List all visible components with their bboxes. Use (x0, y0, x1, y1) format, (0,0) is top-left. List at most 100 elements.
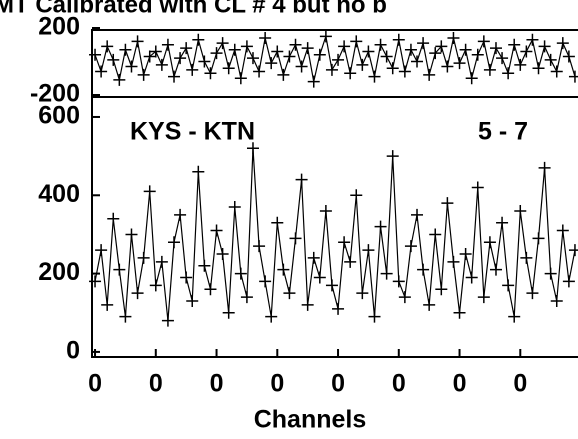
point-marker (137, 68, 150, 81)
point-marker (496, 216, 509, 229)
point-marker (435, 283, 448, 296)
point-marker (271, 45, 284, 58)
point-marker (465, 72, 478, 85)
point-marker (168, 70, 181, 83)
point-marker (271, 216, 284, 229)
point-marker (417, 263, 430, 276)
point-marker (277, 68, 290, 81)
point-marker (155, 58, 168, 71)
point-marker (313, 48, 326, 61)
annotation: 5 - 7 (478, 118, 528, 146)
point-marker (113, 73, 126, 86)
point-marker (447, 32, 460, 45)
point-marker (259, 275, 272, 288)
point-marker (374, 220, 387, 233)
point-marker (453, 306, 466, 319)
point-marker (253, 240, 266, 253)
point-marker (441, 197, 454, 210)
point-marker (374, 38, 387, 51)
point-marker (180, 271, 193, 284)
point-marker (429, 47, 442, 60)
point-marker (429, 228, 442, 241)
point-marker (332, 302, 345, 315)
point-marker (125, 228, 138, 241)
y-tick-label: 400 (38, 180, 80, 208)
x-axis-label: Channels (254, 406, 367, 434)
point-marker (568, 244, 578, 257)
point-marker (386, 62, 399, 75)
point-marker (277, 263, 290, 276)
point-marker (477, 291, 490, 304)
point-marker (338, 236, 351, 249)
point-marker (392, 275, 405, 288)
point-marker (228, 43, 241, 56)
point-marker (149, 279, 162, 292)
point-marker (459, 248, 472, 261)
point-marker (502, 279, 515, 292)
point-marker (520, 45, 533, 58)
x-tick-label: 0 (453, 370, 467, 398)
point-marker (198, 55, 211, 68)
point-marker (368, 70, 381, 83)
point-marker (362, 244, 375, 257)
point-marker (289, 232, 302, 245)
point-marker (471, 181, 484, 194)
point-marker (307, 251, 320, 264)
point-marker (508, 310, 521, 323)
point-marker (471, 48, 484, 61)
x-tick-label: 0 (331, 370, 345, 398)
point-marker (489, 42, 502, 55)
point-marker (526, 33, 539, 46)
point-marker (386, 150, 399, 163)
point-marker (538, 40, 551, 53)
point-marker (246, 142, 259, 155)
point-marker (101, 298, 114, 311)
point-marker (174, 208, 187, 221)
point-marker (556, 224, 569, 237)
plot-frame (91, 96, 578, 358)
point-marker (95, 244, 108, 257)
point-marker (113, 263, 126, 276)
point-marker (234, 72, 247, 85)
annotation: KYS - KTN (130, 118, 255, 146)
point-marker (125, 60, 138, 73)
point-marker (107, 53, 120, 66)
point-marker (544, 267, 557, 280)
point-marker (246, 52, 259, 65)
point-marker (265, 310, 278, 323)
point-marker (423, 68, 436, 81)
point-marker (101, 40, 114, 53)
point-marker (259, 32, 272, 45)
y-tick-label: 200 (38, 13, 80, 41)
point-marker (514, 58, 527, 71)
point-marker (344, 255, 357, 268)
point-marker (392, 33, 405, 46)
point-marker (459, 43, 472, 56)
point-marker (550, 65, 563, 78)
point-marker (265, 57, 278, 70)
point-marker (350, 189, 363, 202)
point-marker (319, 30, 332, 43)
point-marker (107, 212, 120, 225)
point-marker (301, 298, 314, 311)
point-marker (131, 35, 144, 48)
plot-frame (91, 29, 578, 98)
series-line (94, 36, 576, 82)
point-marker (149, 45, 162, 58)
point-marker (398, 291, 411, 304)
point-marker (502, 67, 515, 80)
point-marker (234, 267, 247, 280)
point-marker (216, 248, 229, 261)
point-marker (283, 50, 296, 63)
point-marker (204, 67, 217, 80)
point-marker (131, 287, 144, 300)
point-marker (477, 35, 490, 48)
point-marker (496, 52, 509, 65)
point-marker (301, 42, 314, 55)
point-marker (411, 208, 424, 221)
y-tick-label: 600 (38, 102, 80, 130)
point-marker (544, 53, 557, 66)
point-marker (222, 62, 235, 75)
point-marker (520, 251, 533, 264)
point-marker (356, 58, 369, 71)
